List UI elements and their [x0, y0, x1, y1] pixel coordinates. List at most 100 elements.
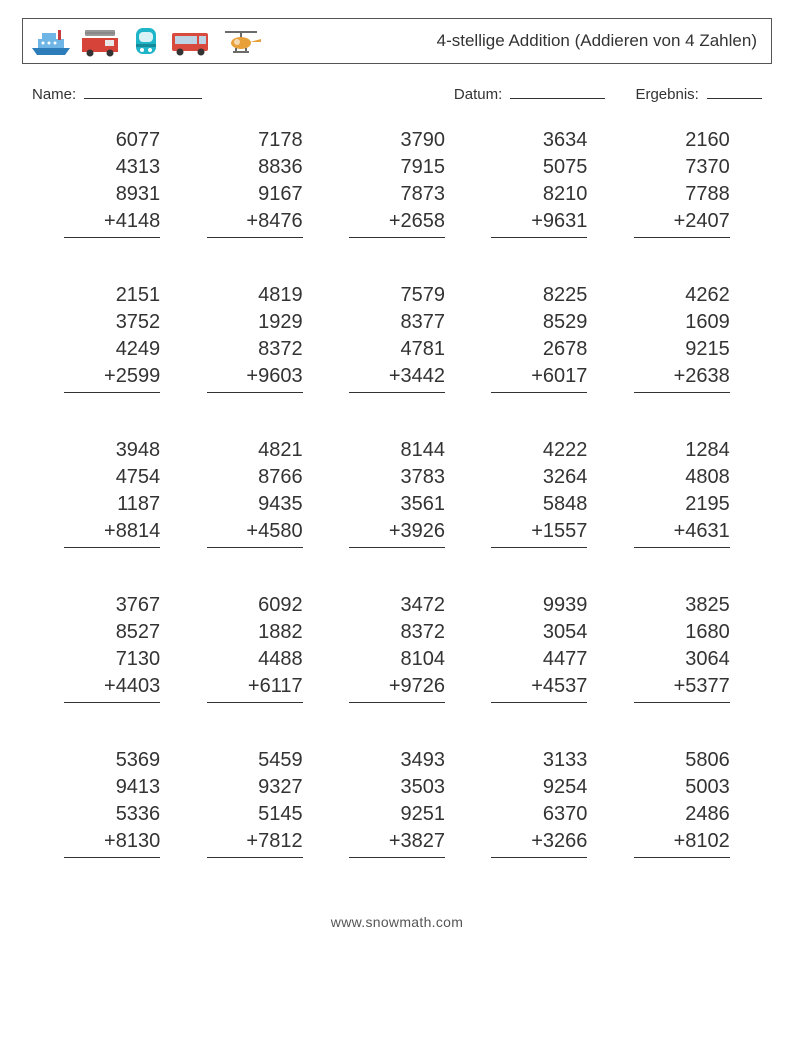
addend: 1929 [207, 309, 303, 336]
addition-problem: 757983774781+3442 [349, 282, 445, 393]
addend: 4488 [207, 646, 303, 673]
addend: 8225 [491, 282, 587, 309]
addend: 4249 [64, 336, 160, 363]
result-blank[interactable] [707, 84, 762, 99]
firetruck-icon [79, 24, 123, 58]
addend: 5848 [491, 491, 587, 518]
addend: 8372 [349, 619, 445, 646]
addend-last: +3827 [349, 828, 445, 858]
addend: 3948 [64, 437, 160, 464]
addend: 3561 [349, 491, 445, 518]
addition-problem: 422232645848+1557 [491, 437, 587, 548]
addend: 3634 [491, 127, 587, 154]
ship-icon [29, 24, 73, 58]
addend-last: +2599 [64, 363, 160, 393]
addition-problem: 609218824488+6117 [207, 592, 303, 703]
addend: 8377 [349, 309, 445, 336]
addition-problem: 363450758210+9631 [491, 127, 587, 238]
addition-problem: 216073707788+2407 [634, 127, 730, 238]
addend-last: +5377 [634, 673, 730, 703]
addend: 3133 [491, 747, 587, 774]
addend-last: +2638 [634, 363, 730, 393]
addend: 2160 [634, 127, 730, 154]
addend: 6077 [64, 127, 160, 154]
addend: 4821 [207, 437, 303, 464]
addend: 8766 [207, 464, 303, 491]
addend: 9327 [207, 774, 303, 801]
addend-last: +8476 [207, 208, 303, 238]
addition-problem: 481919298372+9603 [207, 282, 303, 393]
addend: 3264 [491, 464, 587, 491]
addend: 8529 [491, 309, 587, 336]
addend: 2195 [634, 491, 730, 518]
addend: 3790 [349, 127, 445, 154]
page: 4-stellige Addition (Addieren von 4 Zahl… [0, 0, 794, 940]
addend: 7579 [349, 282, 445, 309]
addend: 9167 [207, 181, 303, 208]
addend-last: +9631 [491, 208, 587, 238]
addition-problem: 607743138931+4148 [64, 127, 160, 238]
addend: 3825 [634, 592, 730, 619]
addend: 4754 [64, 464, 160, 491]
helicopter-icon [219, 24, 263, 58]
addend: 1680 [634, 619, 730, 646]
addend-last: +9603 [207, 363, 303, 393]
addend: 3767 [64, 592, 160, 619]
addend: 3783 [349, 464, 445, 491]
addition-problem: 382516803064+5377 [634, 592, 730, 703]
addend: 8210 [491, 181, 587, 208]
addend: 4262 [634, 282, 730, 309]
addend: 1882 [207, 619, 303, 646]
addend-last: +3926 [349, 518, 445, 548]
addend: 1609 [634, 309, 730, 336]
addend-last: +2407 [634, 208, 730, 238]
addend-last: +3266 [491, 828, 587, 858]
addend-last: +4631 [634, 518, 730, 548]
addend: 1284 [634, 437, 730, 464]
name-label: Name: [32, 86, 76, 103]
addend: 8931 [64, 181, 160, 208]
addend: 9413 [64, 774, 160, 801]
addend: 8372 [207, 336, 303, 363]
footer-url: www.snowmath.com [22, 914, 772, 930]
addition-problem: 128448082195+4631 [634, 437, 730, 548]
addition-problem: 215137524249+2599 [64, 282, 160, 393]
addend: 2678 [491, 336, 587, 363]
addend: 3493 [349, 747, 445, 774]
date-blank[interactable] [510, 84, 605, 99]
addend: 1187 [64, 491, 160, 518]
meta-row: Name: Datum: Ergebnis: [22, 84, 772, 127]
addend: 5145 [207, 801, 303, 828]
addition-problem: 822585292678+6017 [491, 282, 587, 393]
addition-problem: 545993275145+7812 [207, 747, 303, 858]
addend: 3752 [64, 309, 160, 336]
addend: 3503 [349, 774, 445, 801]
addend-last: +8102 [634, 828, 730, 858]
addend: 8144 [349, 437, 445, 464]
addend: 4222 [491, 437, 587, 464]
addend: 6370 [491, 801, 587, 828]
addend: 3472 [349, 592, 445, 619]
addend: 9215 [634, 336, 730, 363]
addend: 2151 [64, 282, 160, 309]
train-icon [129, 24, 163, 58]
addend: 5369 [64, 747, 160, 774]
addend: 9251 [349, 801, 445, 828]
addend-last: +4580 [207, 518, 303, 548]
addend-last: +2658 [349, 208, 445, 238]
name-blank[interactable] [84, 84, 202, 99]
addend: 4808 [634, 464, 730, 491]
addend-last: +9726 [349, 673, 445, 703]
addition-problem: 313392546370+3266 [491, 747, 587, 858]
problem-grid: 607743138931+4148717888369167+8476379079… [22, 127, 772, 858]
addend: 8527 [64, 619, 160, 646]
bus-icon [169, 24, 213, 58]
addend: 9939 [491, 592, 587, 619]
addend: 6092 [207, 592, 303, 619]
addend: 5806 [634, 747, 730, 774]
addend: 8104 [349, 646, 445, 673]
addend: 5075 [491, 154, 587, 181]
addend-last: +3442 [349, 363, 445, 393]
addition-problem: 993930544477+4537 [491, 592, 587, 703]
addend-last: +4148 [64, 208, 160, 238]
